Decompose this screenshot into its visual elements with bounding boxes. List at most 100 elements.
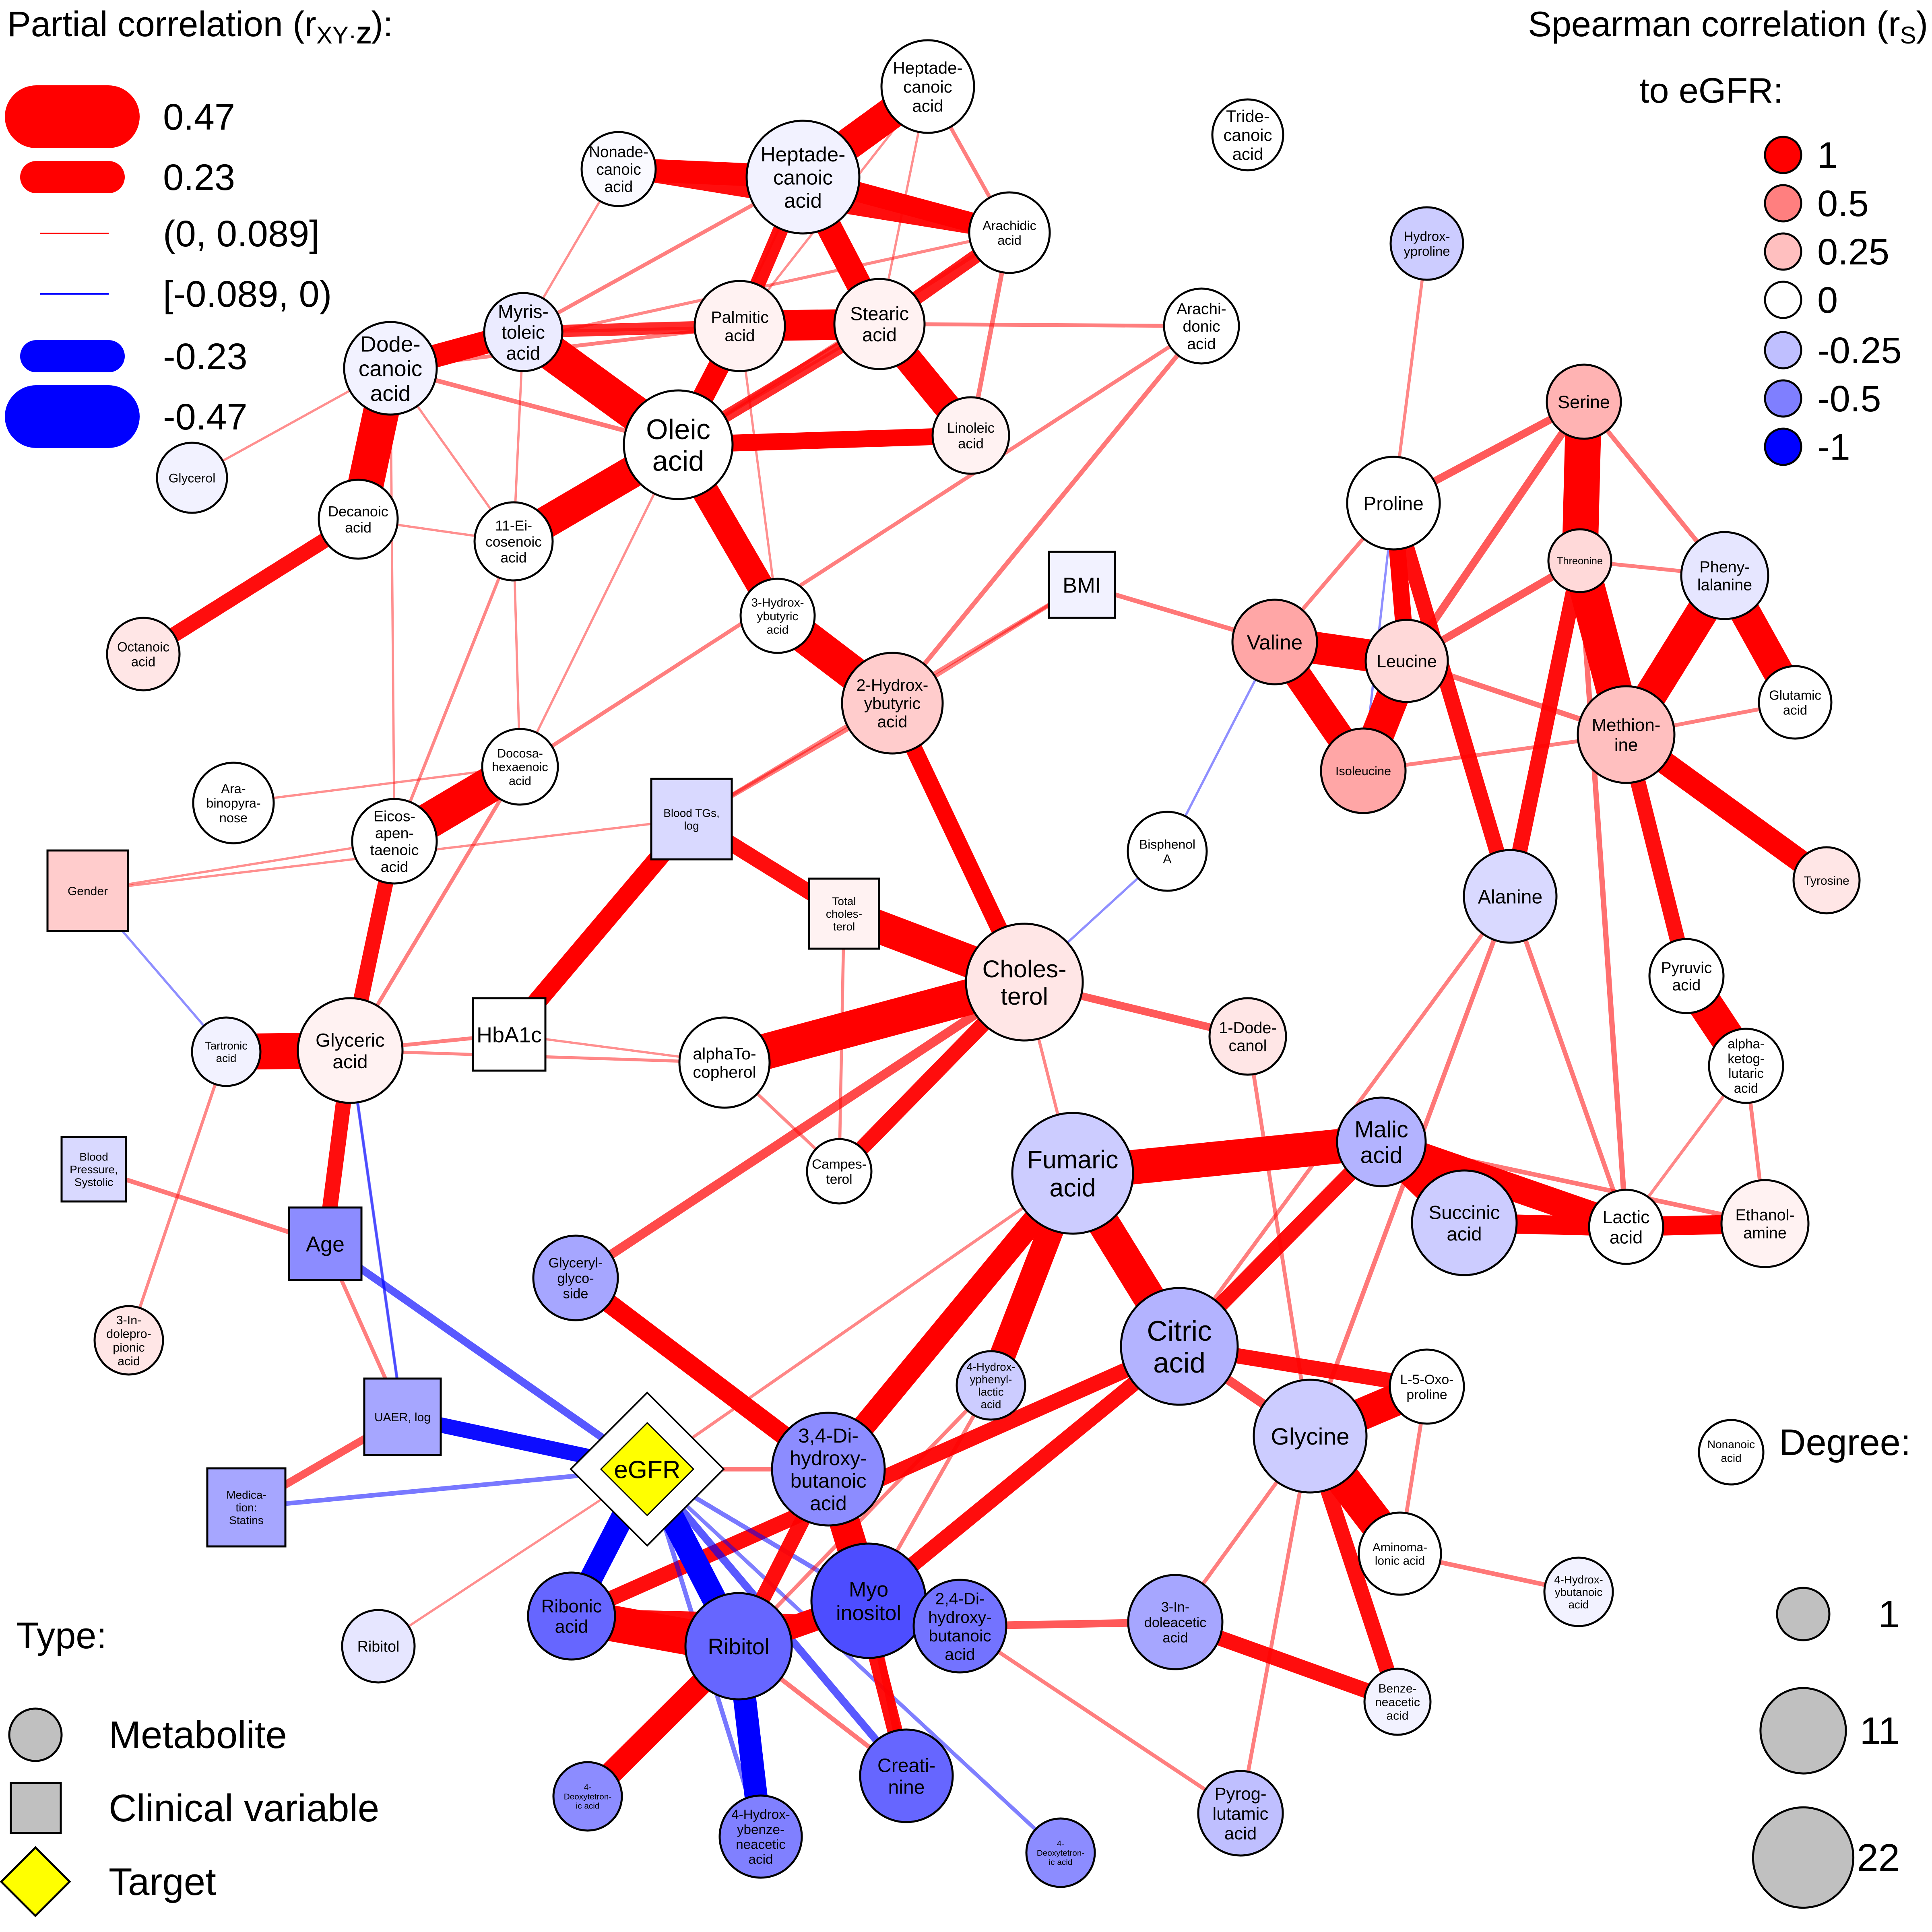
metabolite-circle: [1127, 1574, 1224, 1670]
node-label-line: taenoic: [370, 842, 419, 859]
node-label-line: pionic: [113, 1341, 144, 1354]
node-label-line: alpha-: [1728, 1036, 1764, 1051]
clinical-square: [288, 1206, 363, 1281]
metabolite-circle: [191, 1016, 262, 1087]
type-title: Type:: [16, 1615, 107, 1656]
metabolite-circle: [1648, 938, 1725, 1014]
metabolite-circle: [1389, 1348, 1465, 1425]
metabolite-circle: [1792, 846, 1861, 914]
node-label-line: Benze-: [1378, 1682, 1416, 1695]
node-label-line: acid: [1187, 336, 1216, 353]
node-campesterol: Campes-terol: [806, 1138, 873, 1205]
edge-arachidonic-hydroxybutyric2: [890, 324, 1204, 706]
metabolite-circle: [192, 762, 275, 844]
legend-label: -0.47: [163, 396, 248, 438]
legend-label: [-0.089, 0): [163, 274, 332, 315]
node-label-line: ketog-: [1728, 1051, 1764, 1066]
node-label-line: Alanine: [1478, 886, 1542, 908]
node-label-line: lutamic: [1212, 1804, 1268, 1824]
node-label-line: acid: [1163, 1631, 1188, 1646]
node-label-line: canoic: [773, 166, 833, 189]
type-legend-item-diamond: Target: [0, 1846, 216, 1918]
metabolite-circle: [341, 1609, 416, 1684]
node-label-line: Eicos-: [374, 808, 415, 825]
metabolite-circle: [481, 728, 559, 806]
metabolite-circle: [1364, 619, 1449, 703]
clinical-square: [1048, 551, 1116, 619]
node-threonine: Threonine: [1547, 528, 1612, 593]
node-label-line: amine: [1743, 1224, 1787, 1242]
node-serine: Serine: [1546, 363, 1622, 440]
node-label-line: 2-Hydrox-: [857, 676, 929, 694]
legend-label: -1: [1817, 427, 1850, 468]
node-label-line: terol: [1001, 983, 1048, 1010]
node-label-line: acid: [118, 1354, 140, 1368]
node-label-line: Blood: [79, 1151, 108, 1163]
metabolite-circle: [1708, 1028, 1784, 1104]
node-label-line: Serine: [1558, 392, 1610, 412]
node-label-line: Myo: [849, 1578, 888, 1602]
node-label-line: acid: [1386, 1709, 1408, 1722]
node-label-line: 3-In-: [1161, 1600, 1190, 1615]
edge-egfr-deoxytetronic_right: [645, 1467, 1063, 1855]
node-label-line: BMI: [1063, 573, 1101, 597]
node-glycerylglycoside: Glyceryl-glyco-side: [532, 1234, 619, 1321]
edge-palmitic-hydroxybutyric3: [739, 325, 779, 617]
node-label-line: Pressure,: [70, 1163, 118, 1176]
metabolite-circle: [841, 652, 944, 755]
node-label-line: Ethanol-: [1735, 1206, 1794, 1224]
legend-label: Target: [109, 1860, 216, 1903]
node-label-line: log: [684, 819, 699, 832]
node-label-line: side: [563, 1286, 588, 1302]
metabolite-circle: [527, 1571, 616, 1661]
metabolite-circle: [739, 578, 816, 654]
metabolite-circle: [1358, 1511, 1442, 1596]
node-label-line: Lactic: [1602, 1207, 1649, 1227]
node-label-line: Arachi-: [1177, 300, 1226, 318]
metabolite-circle: [1720, 1179, 1810, 1268]
node-glycine: Glycine: [1253, 1379, 1368, 1494]
metabolite-circle: [580, 131, 657, 207]
node-proline: Proline: [1346, 456, 1441, 551]
partial-legend-item: (0, 0.089]: [40, 213, 320, 254]
node-label-line: acid: [1049, 1174, 1096, 1202]
metabolite-circle: [806, 1138, 873, 1205]
edge-oleic-docosahexaenoic: [519, 444, 679, 768]
legend-swatch: [1764, 136, 1802, 174]
node-label-line: proline: [1406, 1387, 1447, 1402]
edge-ribitol-hydroxyphenyllactic: [737, 1383, 993, 1648]
node-label-line: Decanoic: [328, 504, 388, 520]
edge-stearic-arachidonic: [877, 322, 1203, 328]
node-label-line: canol: [1229, 1037, 1267, 1055]
node-label-line: Isoleucine: [1335, 764, 1391, 778]
clinical-square: [363, 1377, 442, 1456]
node-label-line: 3-In-: [116, 1313, 142, 1327]
degree-title: Degree:: [1779, 1422, 1911, 1463]
node-alphatocopherol: alphaTo-copherol: [678, 1016, 771, 1109]
node-label-line: ybenze-: [737, 1822, 784, 1837]
node-label-line: Statins: [229, 1514, 264, 1526]
metabolite-circle: [912, 1579, 1007, 1674]
spearman-legend-item: -1: [1764, 427, 1850, 468]
node-bmi: BMI: [1048, 551, 1116, 619]
legend-label: -0.25: [1817, 330, 1902, 371]
legend-swatch: [1764, 427, 1802, 466]
node-label-line: Oleic: [646, 413, 710, 445]
node-label-line: acid: [724, 326, 755, 345]
node-label-line: hydroxy-: [928, 1608, 992, 1627]
metabolite-circle: [623, 389, 734, 500]
